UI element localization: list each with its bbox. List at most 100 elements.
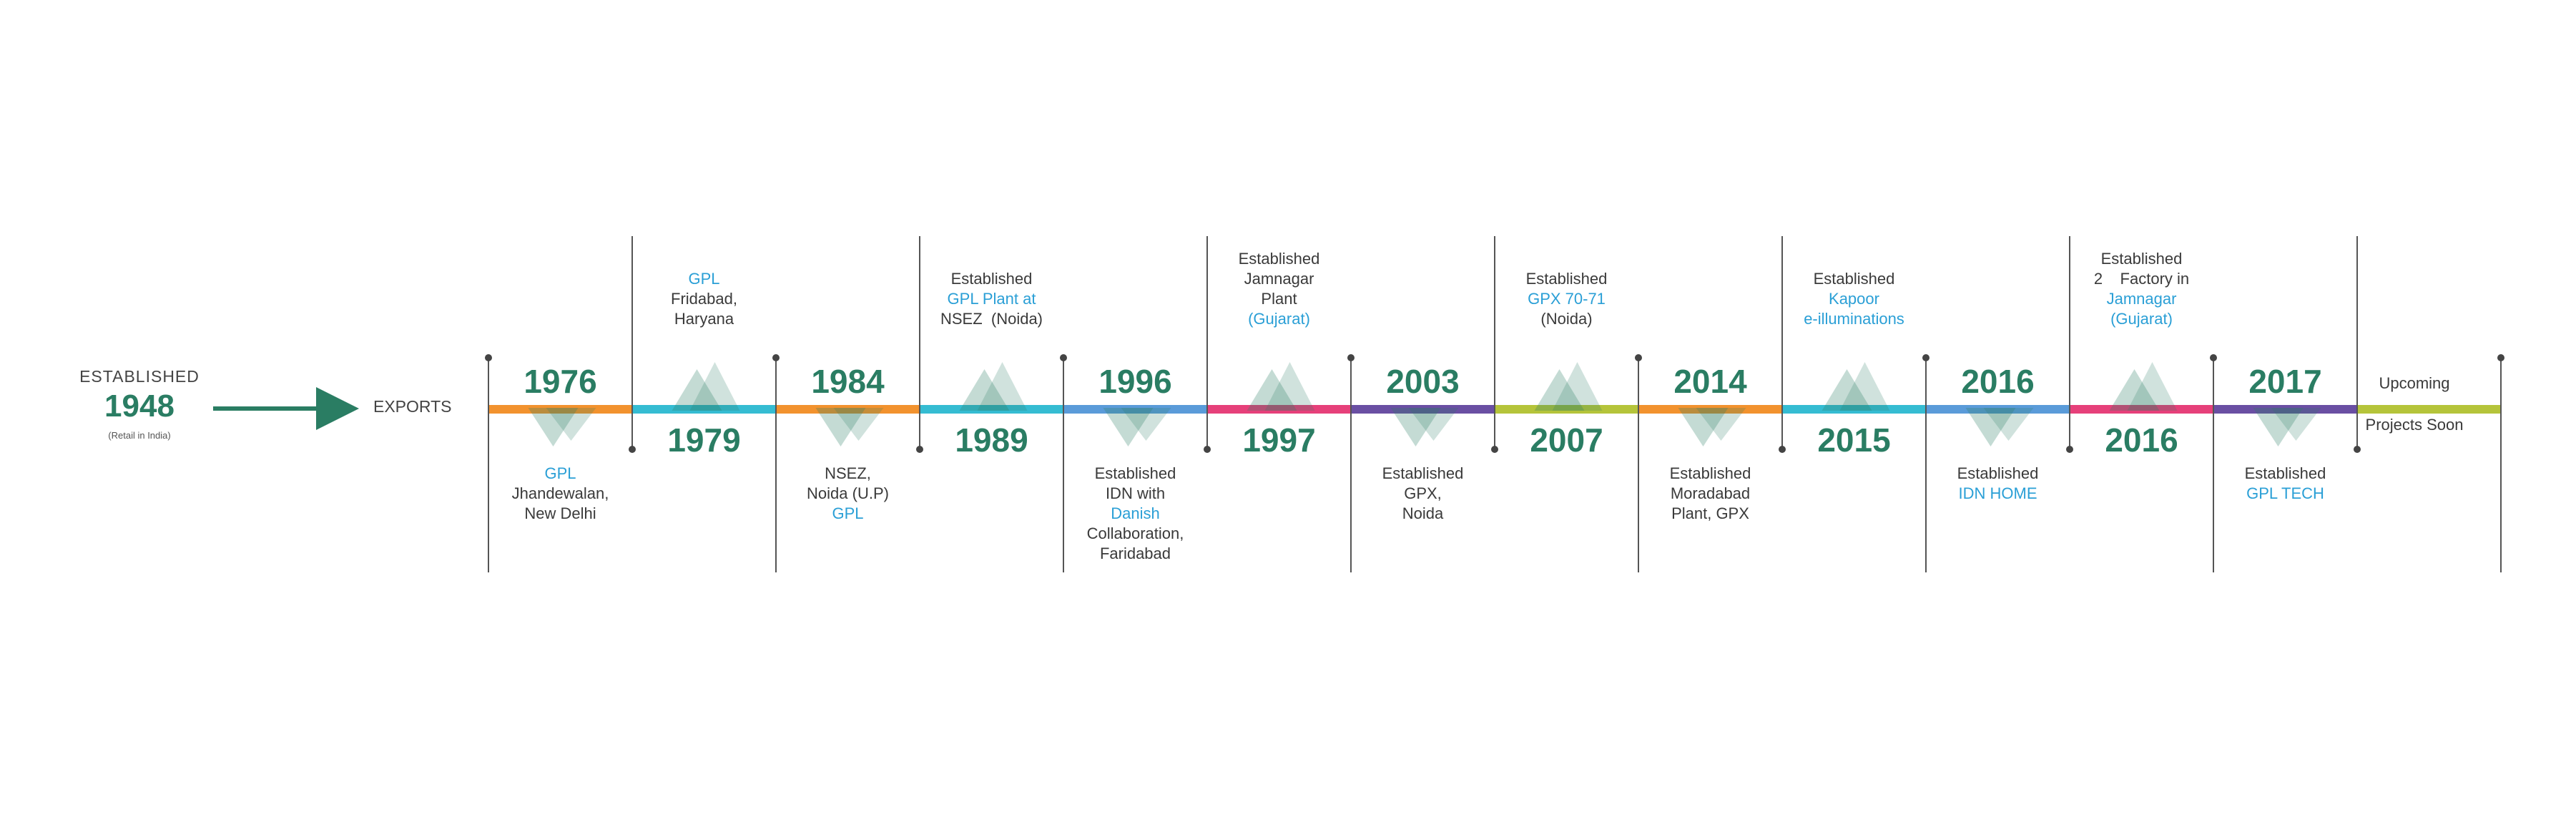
milestone-description-line: (Noida)	[1540, 310, 1593, 328]
milestone-description-line: Jamnagar	[1244, 270, 1314, 288]
milestone-description-line: Danish	[1111, 504, 1160, 522]
milestone-description-line: Collaboration,	[1086, 524, 1184, 542]
triangle-ornament-icon	[815, 408, 866, 446]
milestone-year: 2003	[1386, 363, 1460, 400]
milestone-description-line: NSEZ (Noida)	[940, 310, 1043, 328]
milestone-year: 2017	[2248, 363, 2322, 400]
timeline-segment	[2213, 405, 2357, 414]
triangle-ornament-icon	[1822, 369, 1872, 411]
timeline-dot	[1635, 354, 1642, 361]
exports-label: EXPORTS	[373, 397, 452, 416]
timeline-dot	[2210, 354, 2217, 361]
triangle-ornament-icon	[1390, 408, 1441, 446]
timeline-segment	[1495, 405, 1638, 414]
timeline-segment	[776, 405, 920, 414]
milestone-description-line: Plant	[1261, 290, 1297, 308]
timeline-dot	[1779, 446, 1786, 453]
milestone-description: GPL Jhandewalan, New Delhi	[478, 464, 643, 524]
milestone-year: 1976	[523, 363, 597, 400]
triangle-ornament-icon	[2127, 362, 2178, 411]
milestone-description: Established IDN with Danish Collaboration, F…	[1053, 464, 1218, 564]
triangle-ornament-icon	[672, 369, 722, 411]
milestone-year: 1979	[667, 421, 741, 459]
timeline-dot	[2066, 446, 2073, 453]
triangle-ornament-icon	[1408, 408, 1459, 441]
milestone-description: Established GPX 70-71 (Noida)	[1485, 269, 1649, 329]
milestone-description-line: GPL	[544, 464, 576, 482]
start-year: 1948	[104, 389, 174, 424]
timeline-dot	[916, 446, 923, 453]
triangle-ornament-icon	[1247, 369, 1297, 411]
milestone-description-line: GPX 70-71	[1528, 290, 1606, 308]
triangle-ornament-icon	[689, 362, 740, 411]
milestone-description-line: Established	[2244, 464, 2326, 482]
milestone-year: 1984	[811, 363, 885, 400]
milestone-year: 2014	[1673, 363, 1747, 400]
timeline-segment	[2357, 405, 2501, 414]
milestone-description-line: Established	[950, 270, 1033, 288]
milestone-description-line: Faridabad	[1099, 545, 1171, 562]
milestone-description: Established 2 Factory in Jamnagar (Gujarat)	[2060, 249, 2224, 329]
triangle-ornament-icon	[2253, 408, 2304, 446]
milestone-description-line: Moradabad	[1670, 484, 1751, 502]
milestone-description: Established Jamnagar Plant (Gujarat)	[1197, 249, 1362, 329]
upcoming-line1: Upcoming	[2379, 374, 2450, 392]
timeline-dot	[2354, 446, 2361, 453]
milestone-description: Established GPX, Noida	[1341, 464, 1505, 524]
milestone-year: 2007	[1530, 421, 1603, 459]
milestone-description-line: e-illuminations	[1804, 310, 1904, 328]
triangle-ornament-icon	[1264, 362, 1315, 411]
milestone-description-line: Established	[2100, 250, 2183, 268]
timeline-dot	[2497, 354, 2504, 361]
milestone-description-line: Established	[1238, 250, 1320, 268]
start-note: (Retail in India)	[108, 430, 171, 441]
triangle-ornament-icon	[528, 408, 579, 446]
milestone-description-line: NSEZ,	[825, 464, 871, 482]
milestone-description: GPL Fridabad, Haryana	[622, 269, 787, 329]
timeline-segment	[920, 405, 1063, 414]
milestone-year: 2016	[2105, 421, 2178, 459]
timeline-segment	[1207, 405, 1351, 414]
triangle-ornament-icon	[1696, 408, 1746, 441]
milestone-description: Established GPL TECH	[2203, 464, 2368, 504]
timeline-segment	[1926, 405, 2070, 414]
milestone-description: Established GPL Plant at NSEZ (Noida)	[910, 269, 1074, 329]
timeline-dot	[1491, 446, 1498, 453]
milestone-description-line: Noida	[1402, 504, 1444, 522]
timeline-segment	[488, 405, 632, 414]
milestone-description-line: GPL TECH	[2246, 484, 2324, 502]
timeline-segment	[2070, 405, 2213, 414]
milestone-description: Established Kapoor e-illuminations	[1772, 269, 1937, 329]
start-established-label: ESTABLISHED	[79, 367, 200, 386]
milestone-description-line: Established	[1525, 270, 1608, 288]
triangle-ornament-icon	[833, 408, 884, 441]
timeline-dot	[485, 354, 492, 361]
milestone-description-line: Established	[1382, 464, 1464, 482]
milestone-description-line: Fridabad,	[671, 290, 737, 308]
milestone-year: 1989	[955, 421, 1028, 459]
milestone-description-line: GPL Plant at	[947, 290, 1036, 308]
triangle-ornament-icon	[1839, 362, 1890, 411]
milestone-description-line: Established	[1957, 464, 2039, 482]
triangle-ornament-icon	[1534, 369, 1585, 411]
triangle-ornament-icon	[1552, 362, 1603, 411]
milestone-year: 2015	[1817, 421, 1891, 459]
milestone-year: 2016	[1961, 363, 2035, 400]
milestone-description-line: Noida (U.P)	[807, 484, 889, 502]
triangle-ornament-icon	[1121, 408, 1171, 441]
timeline-segment	[1638, 405, 1782, 414]
upcoming-line2: Projects Soon	[2365, 416, 2464, 434]
triangle-ornament-icon	[546, 408, 596, 441]
milestone-description: Established IDN HOME	[1916, 464, 2080, 504]
triangle-ornament-icon	[1678, 408, 1729, 446]
timeline-dot	[772, 354, 780, 361]
milestone-description-line: IDN HOME	[1958, 484, 2037, 502]
milestone-description-line: 2 Factory in	[2093, 270, 2190, 288]
milestone-description: NSEZ, Noida (U.P) GPL	[766, 464, 930, 524]
milestone-description-line: Jamnagar	[2106, 290, 2177, 308]
timeline-dot	[1060, 354, 1067, 361]
timeline-segment	[632, 405, 776, 414]
triangle-ornament-icon	[977, 362, 1028, 411]
timeline-segment	[1063, 405, 1207, 414]
